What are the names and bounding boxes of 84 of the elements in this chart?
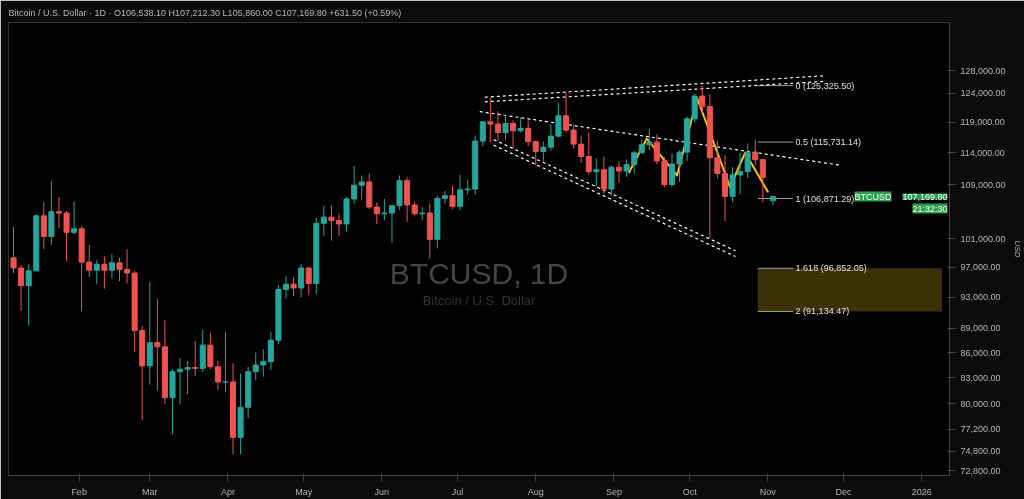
candlestick [222,331,229,393]
candlestick [585,132,592,175]
y-tick-label: 83,000.00 [960,372,1001,383]
y-tick-label: 124,000.00 [960,88,1006,99]
candlestick [502,114,509,141]
candlestick [298,263,305,298]
candlestick [729,166,736,203]
candlestick [214,360,221,391]
candlestick [449,185,456,210]
candlestick [615,161,623,184]
y-tick-label: 86,000.00 [960,347,1001,358]
x-tick-label: Feb [71,486,87,497]
x-tick-label: Jun [374,486,390,497]
ref-line-label: 1 (106,871.29) [795,193,855,204]
y-tick-label: 119,000.00 [960,117,1005,128]
x-tick-label: Aug [527,486,544,497]
y-tick-label: 128,000.00 [960,65,1006,76]
candlestick [510,120,517,149]
candlestick [744,142,751,179]
candlestick [25,263,32,327]
candlestick [373,201,380,225]
candlestick [290,277,297,297]
x-tick-label: Mar [142,486,158,497]
y-tick-label: 109,000.00 [960,179,1006,190]
candlestick [260,348,267,378]
text: BTCUSD, 1D [389,257,569,290]
y-tick-label: 80,000.00 [960,398,1001,409]
ref-line-label: 0 (125,325.50) [795,80,855,91]
candlestick [86,244,93,278]
y-tick-label: 93,000.00 [960,292,1001,303]
annotation: 107,169.80 [902,191,948,202]
x-tick-label: Dec [835,486,853,497]
candlestick [593,157,600,187]
candlestick [737,152,744,195]
x-tick-label: Jul [451,486,464,497]
y-tick-label: 114,000.00 [960,147,1005,158]
candlestick [752,139,759,166]
candlestick [578,135,585,164]
y-axis-title: USD [1012,240,1022,258]
candlestick [199,329,206,373]
x-tick-label: May [295,486,313,497]
candlestick [267,331,274,371]
ref-line-label: 2 (91,134.47) [795,306,850,317]
annotation: 21:32:30 [912,203,948,214]
candlestick [532,139,539,166]
candlestick [653,133,660,165]
text: Bitcoin / U.S. Dollar · 1D · O106,538.10 H107,212.30 L105,860.00 C107,169.80 +631.50 (+0.59%) [8,7,402,18]
y-tick-label: 74,800.00 [960,446,1001,457]
candlestick [40,201,47,250]
y-tick-label: 89,000.00 [960,323,1001,334]
candlestick [661,156,668,188]
candlestick [252,352,259,381]
candlestick [759,158,766,203]
candlestick [93,259,100,285]
candlestick [691,93,698,123]
candlestick [479,120,486,147]
candlestick [71,201,78,235]
y-tick-label: 97,000.00 [960,262,1001,273]
annotation: BTCUSD [854,191,892,202]
x-tick-label: Sep [605,486,622,497]
candlestick [184,360,191,395]
candlestick [192,340,199,377]
candlestick [358,175,365,201]
candlestick [305,266,312,296]
candlestick [555,102,562,138]
candlestick [207,332,214,370]
y-tick-label: 101,000.00 [960,233,1006,244]
candlestick [101,255,108,290]
y-tick-label: 72,800.00 [960,465,1001,476]
candlestick [146,281,153,386]
candlestick [525,120,532,147]
candlestick [177,357,184,406]
x-tick-label: Apr [220,486,235,497]
candlestick [699,85,706,114]
candlestick [108,253,115,279]
ref-line-label: 1.618 (96,852.05) [795,263,867,274]
x-tick-label: 2026 [911,486,932,497]
candlestick [320,205,327,237]
ref-line-label: 0.5 (115,731.14) [795,137,861,148]
candlestick [600,156,607,195]
y-tick-label: 77,200.00 [960,424,1001,435]
x-tick-label: Oct [682,486,698,497]
candlestick [608,164,615,197]
x-tick-label: Nov [759,486,777,497]
